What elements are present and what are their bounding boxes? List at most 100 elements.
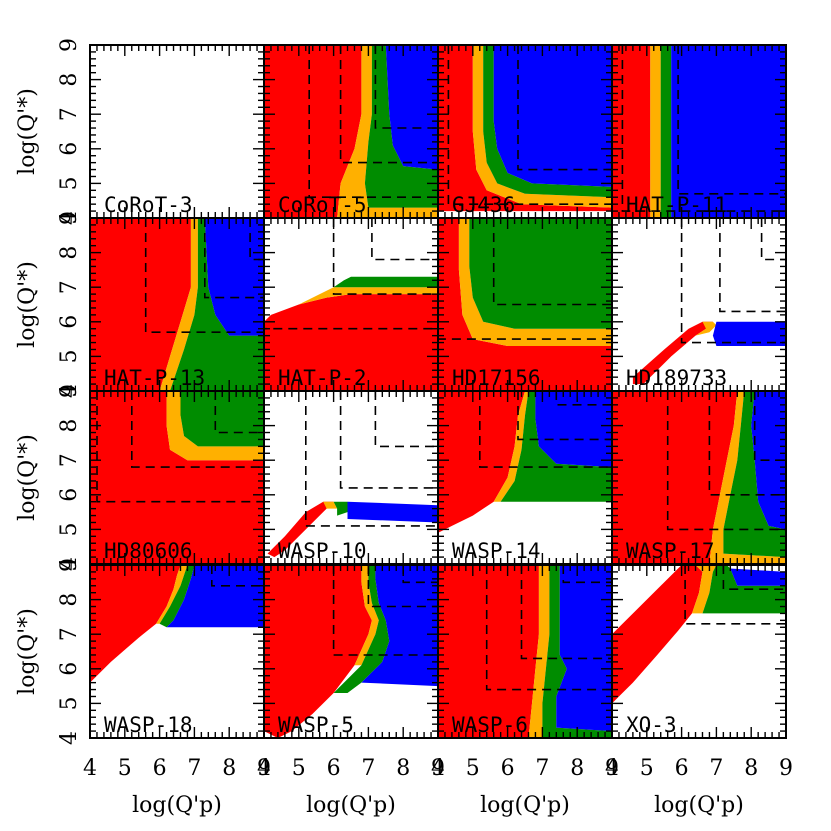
x-tick-label: 6 — [675, 756, 689, 781]
region-orange — [695, 321, 717, 336]
region-red — [438, 391, 525, 533]
dashed-threshold — [708, 391, 786, 496]
region-red — [612, 45, 651, 218]
y-tick-label: 5 — [57, 176, 82, 190]
dashed-threshold — [677, 45, 786, 195]
panel-label: WASP-10 — [278, 539, 367, 563]
y-tick-label: 4 — [57, 557, 82, 571]
region-green — [333, 565, 390, 693]
region-blue — [361, 565, 438, 687]
dashed-threshold — [339, 391, 438, 489]
dashed-threshold — [666, 391, 786, 531]
y-tick-label: 7 — [57, 107, 82, 121]
region-green — [364, 45, 438, 208]
panel-regions — [267, 391, 438, 558]
region-green — [159, 565, 195, 628]
x-tick-label: 9 — [257, 756, 271, 781]
y-tick-label: 8 — [57, 419, 82, 433]
panel-label: WASP-18 — [104, 713, 193, 737]
x-axis-title: log(Q'p) — [132, 793, 222, 818]
y-tick-label: 4 — [57, 731, 82, 745]
panel-hd189733: HD189733 — [611, 217, 787, 392]
region-orange — [692, 565, 717, 614]
panel-label: HD189733 — [626, 366, 727, 390]
region-green — [333, 501, 348, 516]
x-tick-label: 6 — [153, 756, 167, 781]
region-red — [90, 391, 264, 564]
y-tick-label: 7 — [57, 453, 82, 467]
y-tick-label: 9 — [57, 558, 82, 572]
panel-wasp-10: WASP-10 — [263, 390, 439, 565]
panel-regions — [438, 218, 612, 391]
x-tick-label: 6 — [327, 756, 341, 781]
y-tick-label: 8 — [57, 246, 82, 260]
panel-regions — [612, 565, 786, 704]
region-orange — [458, 218, 612, 346]
region-orange — [709, 391, 786, 564]
panel-regions — [438, 391, 612, 533]
dashed-threshold — [520, 565, 612, 660]
region-green — [542, 565, 612, 738]
region-red — [612, 391, 738, 564]
y-tick-label: 5 — [57, 349, 82, 363]
panel-label: CoRoT-3 — [104, 193, 193, 217]
dashed-threshold — [131, 391, 264, 468]
y-tick-label: 8 — [57, 593, 82, 607]
x-tick-label: 4 — [605, 756, 619, 781]
panel-label: WASP-17 — [626, 539, 715, 563]
panel-wasp-18: WASP-18 — [89, 564, 265, 739]
panel-hat-p-13: HAT-P-13 — [89, 217, 265, 392]
dashed-threshold — [722, 565, 786, 590]
y-axis-title: log(Q'*) — [15, 434, 40, 521]
region-orange — [354, 565, 379, 666]
region-red — [438, 218, 612, 391]
y-tick-label: 9 — [57, 211, 82, 225]
panel-label: WASP-6 — [452, 713, 528, 737]
panel-regions — [612, 45, 786, 218]
panel-wasp-5: WASP-5 — [263, 564, 439, 739]
region-green — [469, 218, 612, 329]
panel-regions — [632, 218, 786, 385]
panel-corot-3: CoRoT-3 — [89, 44, 265, 219]
x-tick-label: 4 — [83, 756, 97, 781]
x-tick-label: 9 — [605, 756, 619, 781]
dashed-threshold — [485, 565, 612, 691]
panel-xo-3: XO-3 — [611, 564, 787, 739]
region-green — [660, 45, 672, 218]
region-blue — [730, 568, 786, 586]
dashed-threshold — [332, 218, 438, 295]
x-tick-label: 5 — [292, 756, 306, 781]
region-red — [90, 565, 181, 683]
panel-regions — [438, 45, 612, 212]
region-red — [264, 45, 362, 218]
x-tick-label: 8 — [744, 756, 758, 781]
dashed-threshold — [492, 218, 612, 306]
y-axis-title: log(Q'*) — [15, 608, 40, 695]
region-green — [180, 391, 264, 447]
panel-hd80606: HD80606 — [89, 390, 265, 565]
panel-label: HAT-P-2 — [278, 366, 367, 390]
dashed-threshold — [204, 218, 264, 299]
panel-label: HD80606 — [104, 539, 193, 563]
dashed-threshold — [517, 45, 612, 171]
x-tick-label: 5 — [466, 756, 480, 781]
dashed-threshold — [374, 45, 438, 129]
panel-regions — [264, 218, 438, 391]
y-tick-label: 7 — [57, 627, 82, 641]
panel-label: XO-3 — [626, 713, 677, 737]
panel-wasp-6: WASP-6 — [437, 564, 613, 739]
panel-label: HAT-P-13 — [104, 366, 205, 390]
dashed-threshold — [144, 218, 264, 333]
dashed-threshold — [332, 565, 438, 656]
x-tick-label: 9 — [431, 756, 445, 781]
dashed-threshold — [517, 391, 612, 441]
panel-regions — [90, 565, 264, 683]
region-red — [264, 294, 438, 391]
region-blue — [556, 565, 612, 732]
region-orange — [528, 565, 550, 738]
region-green — [170, 218, 264, 391]
panel-regions — [264, 45, 438, 218]
y-tick-label: 6 — [57, 488, 82, 502]
region-blue — [535, 391, 612, 468]
